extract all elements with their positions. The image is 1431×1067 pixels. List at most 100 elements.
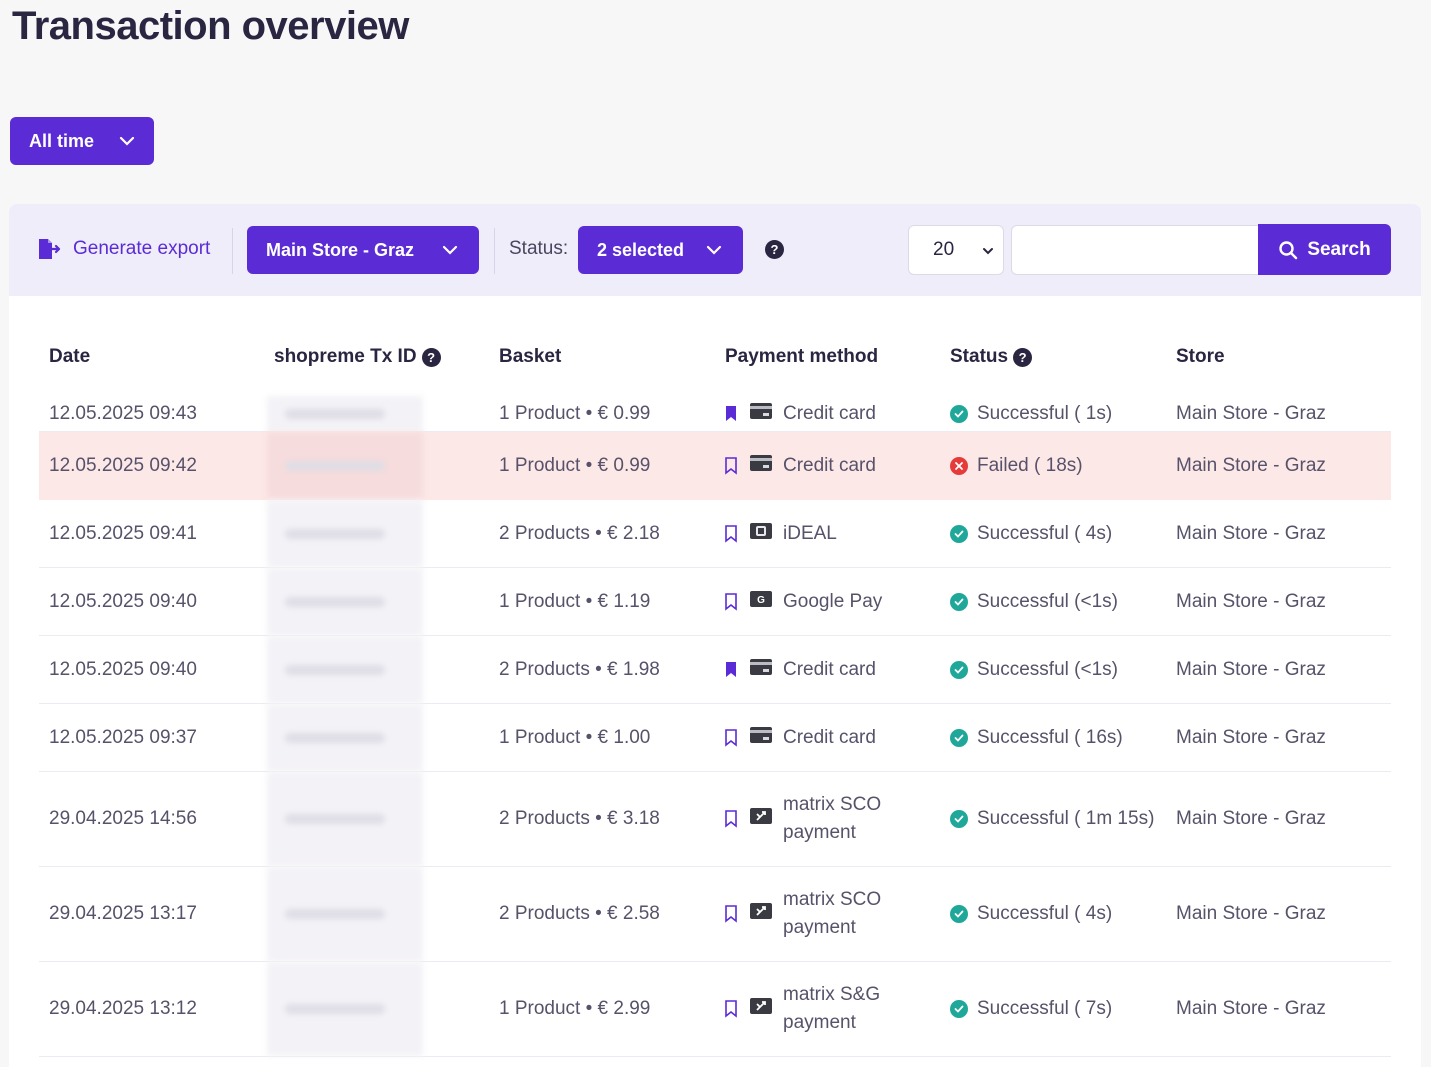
payment-method-label: iDEAL: [783, 522, 837, 544]
page-size-select[interactable]: 20: [908, 225, 1004, 275]
tx-id-redacted: [267, 500, 423, 567]
date-cell: 29.04.2025 14:56: [49, 808, 197, 829]
status-cell: Successful ( 4s): [950, 500, 1112, 567]
bookmark-icon[interactable]: [723, 728, 739, 747]
tx-id-redacted: [267, 867, 423, 961]
help-icon[interactable]: ?: [421, 347, 441, 367]
payment-method-cell: matrix S&G payment: [723, 962, 880, 1056]
status-label: Successful ( 7s): [977, 998, 1113, 1019]
basket-cell: 2 Products • € 1.98: [499, 658, 660, 680]
bookmark-icon[interactable]: [723, 905, 739, 923]
basket-cell: 1 Product • € 2.99: [499, 998, 651, 1019]
payment-method-label: Credit card: [783, 726, 876, 748]
tx-id-redacted: [267, 704, 423, 771]
column-header-label: Date: [49, 346, 91, 367]
column-header-label: Payment method: [725, 346, 879, 367]
search-button[interactable]: Search: [1258, 224, 1391, 275]
column-header-label: Basket: [499, 346, 562, 367]
payment-method-label-wrap: matrix SCO payment: [783, 886, 881, 942]
basket-cell: 1 Product • € 0.99: [499, 402, 651, 424]
date-cell: 12.05.2025 09:43: [49, 402, 197, 424]
bookmark-icon[interactable]: [723, 592, 739, 611]
payment-method-label-wrap: iDEAL: [783, 520, 837, 548]
table-row[interactable]: 12.05.2025 09:40 2 Products • € 1.98 Credi…: [39, 636, 1391, 704]
payment-method-cell: G Google Pay: [723, 568, 882, 635]
column-header-status[interactable]: Status?: [950, 346, 1033, 368]
tx-id-redacted: [267, 636, 423, 703]
date-cell: 12.05.2025 09:40: [49, 658, 197, 680]
status-cell: Successful ( 7s): [950, 962, 1112, 1056]
date-cell: 29.04.2025 13:17: [49, 903, 197, 924]
store-cell: Main Store - Graz: [1176, 808, 1326, 829]
bookmark-icon[interactable]: [723, 661, 739, 679]
generate-export-label: Generate export: [73, 238, 211, 259]
bookmark-icon[interactable]: [723, 456, 739, 475]
page-title: Transaction overview: [12, 4, 409, 48]
generate-export-button[interactable]: Generate export: [37, 234, 210, 264]
bookmark-icon[interactable]: [723, 810, 739, 828]
column-header-payment-method[interactable]: Payment method: [725, 346, 878, 368]
column-header-date[interactable]: Date: [49, 346, 90, 368]
column-header-label: shopreme Tx ID: [274, 346, 417, 367]
table-row[interactable]: 12.05.2025 09:43 1 Product • € 0.99 Credit…: [39, 396, 1391, 432]
credit-card-icon: [749, 454, 773, 478]
table-row[interactable]: 29.04.2025 14:56 2 Products • € 3.18 matri…: [39, 772, 1391, 867]
status-cell: Failed ( 18s): [950, 432, 1083, 499]
status-label: Successful ( 4s): [977, 903, 1113, 924]
column-header-txid[interactable]: shopreme Tx ID?: [274, 346, 441, 368]
table-row[interactable]: 12.05.2025 09:41 2 Products • € 2.18 iDEAL…: [39, 500, 1391, 568]
bookmark-icon[interactable]: [723, 1000, 739, 1018]
chevron-down-icon: [983, 248, 993, 255]
table-row[interactable]: 12.05.2025 09:40 1 Product • € 1.19 G Googl…: [39, 568, 1391, 636]
time-range-label: All time: [29, 130, 95, 151]
transactions-table: Date shopreme Tx ID? Basket Payment meth…: [39, 296, 1391, 1057]
store-dropdown[interactable]: Main Store - Graz: [247, 226, 479, 274]
date-cell: 12.05.2025 09:42: [49, 454, 197, 476]
bookmark-icon[interactable]: [723, 524, 739, 543]
column-header-store[interactable]: Store: [1176, 346, 1225, 368]
payment-method-cell: Credit card: [723, 432, 876, 499]
tx-id-redacted: [267, 396, 423, 431]
payment-method-label: Credit card: [783, 454, 876, 476]
payment-method-label-wrap: matrix SCO payment: [783, 791, 881, 847]
status-label: Successful (<1s): [977, 658, 1118, 680]
success-check-icon: [950, 728, 968, 747]
help-icon[interactable]: ?: [765, 240, 784, 259]
credit-card-icon: [749, 726, 773, 750]
status-label: Successful ( 1s): [977, 402, 1113, 424]
transactions-card: Generate export Main Store - Graz Status…: [9, 204, 1421, 1067]
column-header-basket[interactable]: Basket: [499, 346, 561, 368]
payment-method-label: matrix SCO: [783, 794, 882, 815]
payment-method-label: Credit card: [783, 402, 876, 424]
payment-method-label-wrap: Credit card: [783, 656, 876, 684]
time-range-dropdown[interactable]: All time: [10, 117, 154, 165]
basket-cell: 2 Products • € 2.58: [499, 903, 660, 924]
chevron-down-icon: [442, 245, 458, 255]
table-row[interactable]: 12.05.2025 09:37 1 Product • € 1.00 Credit…: [39, 704, 1391, 772]
bookmark-icon[interactable]: [723, 405, 739, 423]
chevron-down-icon: [119, 136, 135, 146]
table-row[interactable]: 12.05.2025 09:42 1 Product • € 0.99 Credit…: [39, 432, 1391, 500]
ideal-icon: [749, 522, 773, 546]
date-cell: 29.04.2025 13:12: [49, 998, 197, 1019]
payment-method-label-line2: payment: [783, 917, 856, 938]
status-dropdown[interactable]: 2 selected: [578, 226, 743, 274]
status-cell: Successful (<1s): [950, 568, 1118, 635]
payment-method-label-wrap: Credit card: [783, 452, 876, 480]
search-input[interactable]: [1011, 225, 1261, 275]
divider: [494, 228, 495, 274]
matrix-terminal-icon: [749, 807, 773, 831]
payment-method-label: matrix SCO: [783, 889, 882, 910]
payment-method-label-wrap: matrix S&G payment: [783, 981, 880, 1037]
credit-card-icon: [749, 402, 773, 426]
store-cell: Main Store - Graz: [1176, 454, 1326, 476]
basket-cell: 2 Products • € 3.18: [499, 808, 660, 829]
table-row[interactable]: 29.04.2025 13:17 2 Products • € 2.58 matri…: [39, 867, 1391, 962]
help-icon[interactable]: ?: [1013, 347, 1033, 367]
store-dropdown-label: Main Store - Graz: [266, 239, 415, 260]
store-cell: Main Store - Graz: [1176, 903, 1326, 924]
success-check-icon: [950, 404, 968, 423]
table-row[interactable]: 29.04.2025 13:12 1 Product • € 2.99 matrix…: [39, 962, 1391, 1057]
payment-method-label: matrix S&G: [783, 984, 881, 1005]
basket-cell: 1 Product • € 1.00: [499, 726, 651, 748]
